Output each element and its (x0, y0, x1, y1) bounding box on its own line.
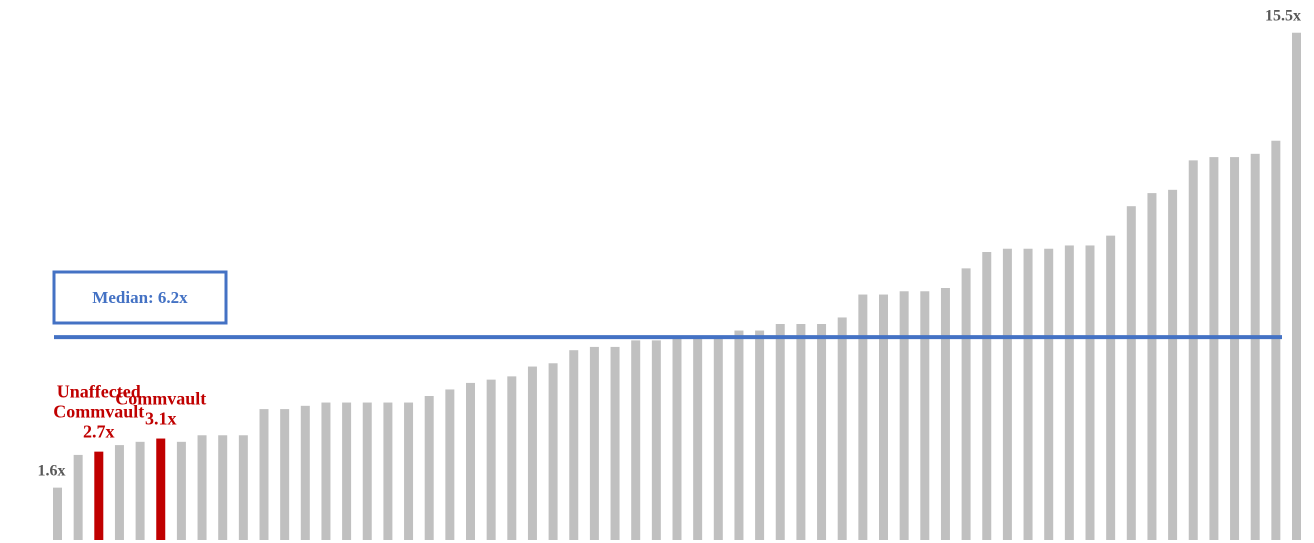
bar-23 (527, 366, 537, 540)
highlight-label-0-line-0: Unaffected (57, 382, 141, 402)
bar-34 (755, 330, 765, 540)
bar-37 (817, 324, 827, 540)
bar-33 (734, 330, 744, 540)
highlight-label-1-line-1: 3.1x (145, 409, 177, 429)
bar-49 (1064, 245, 1074, 541)
median-box-frame (52, 270, 228, 325)
bar-55 (1188, 160, 1198, 540)
bar-19 (445, 389, 455, 540)
bar-13 (321, 402, 331, 540)
bar-53 (1147, 193, 1157, 540)
bar-42 (920, 291, 930, 540)
bar-47 (1023, 248, 1033, 540)
bar-10 (259, 409, 269, 540)
bar-52 (1126, 206, 1136, 540)
bar-50 (1085, 245, 1095, 541)
bar-21 (486, 379, 496, 540)
bar-28 (631, 340, 641, 540)
bar-6 (176, 441, 186, 540)
bar-15 (362, 402, 372, 540)
bar-1 (73, 454, 83, 540)
bar-48 (1044, 248, 1054, 540)
bar-3 (114, 445, 124, 540)
bar-26 (589, 346, 599, 540)
bar-11 (280, 409, 290, 540)
bar-60 (1292, 32, 1301, 541)
bar-56 (1209, 157, 1219, 540)
bar-22 (507, 376, 517, 540)
bar-9 (238, 435, 248, 540)
end-label-1: 15.5x (1265, 8, 1301, 25)
bar-39 (858, 294, 868, 540)
bar-31 (693, 337, 703, 540)
bar-4 (135, 441, 145, 540)
highlight-label-1-line-0: Commvault (115, 389, 206, 409)
bar-59 (1271, 140, 1281, 540)
bar-40 (879, 294, 888, 540)
bar-43 (940, 288, 950, 540)
bar-17 (404, 402, 414, 540)
highlight-label-0-line-1: Commvault (53, 402, 144, 422)
bar-7 (197, 435, 207, 540)
bar-18 (424, 396, 434, 540)
end-label-0: 1.6x (38, 463, 66, 480)
bar-57 (1230, 157, 1240, 540)
highlight-label-0-line-2: 2.7x (83, 422, 115, 442)
bar-8 (218, 435, 228, 540)
bar-58 (1250, 153, 1260, 540)
bar-16 (383, 402, 393, 540)
bar-54 (1168, 189, 1178, 540)
bar-36 (796, 324, 806, 540)
bar-46 (1002, 248, 1012, 540)
bar-51 (1106, 235, 1116, 541)
bar-32 (713, 337, 723, 540)
bar-41 (899, 291, 909, 540)
bar-25 (569, 350, 579, 540)
bar-20 (466, 382, 475, 540)
bar-0 (53, 487, 62, 540)
bar-30 (672, 337, 682, 540)
bar-12 (300, 405, 310, 540)
bar-35 (775, 324, 785, 540)
bar-38 (837, 317, 847, 540)
bar-highlight-2 (94, 451, 104, 540)
bar-24 (548, 363, 558, 540)
median-box: Median: 6.2x (52, 270, 228, 325)
bar-27 (610, 346, 620, 540)
bar-highlight-5 (156, 438, 166, 540)
median-label: Median: 6.2x (92, 288, 188, 307)
bars-group (53, 32, 1301, 541)
bar-14 (342, 402, 352, 540)
bar-44 (961, 268, 971, 540)
bar-29 (651, 340, 661, 540)
bar-45 (982, 252, 992, 540)
